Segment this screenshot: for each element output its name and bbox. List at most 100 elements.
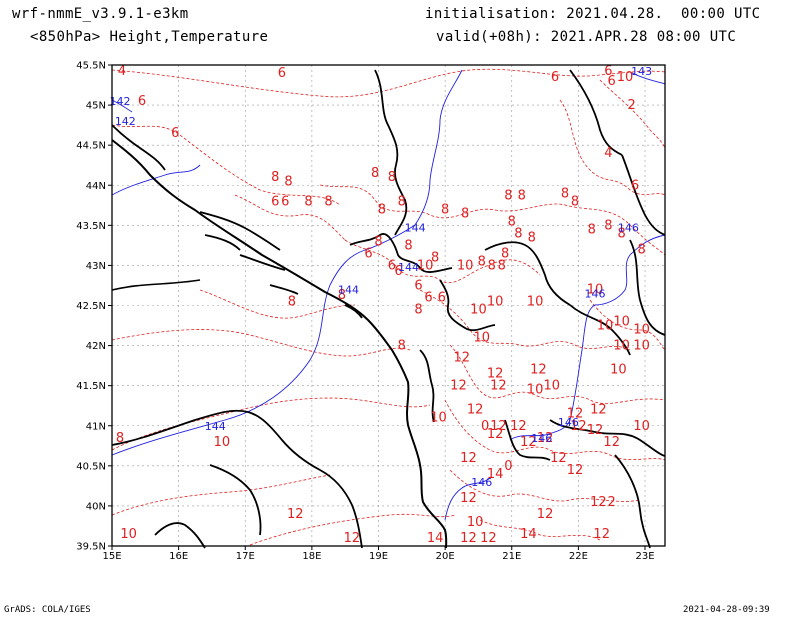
temperature-label: 6 [551,70,559,85]
temperature-label: 0 [481,419,489,434]
temperature-label: 10 [120,527,137,542]
height-contour-line [111,69,463,456]
temperature-label: 10 [467,515,484,530]
border [569,69,623,156]
temperature-contour-line [111,474,331,516]
temperature-label: 6 [364,246,372,261]
border [569,304,631,356]
border [439,279,496,332]
height-contours [111,69,666,521]
temperature-contour-line [111,329,411,357]
lat-tick-label: 44.5N [76,141,106,152]
temperature-label: 10 [474,331,491,346]
temperature-label: 12 [520,435,537,450]
temperature-label: 8 [501,246,509,261]
coastline [154,522,206,549]
temperature-label: 8 [338,288,346,303]
temperature-label: 12 [537,431,554,446]
height-contour-line [111,99,133,113]
coastline [204,234,241,251]
coastline [111,409,363,549]
temperature-label: 8 [504,189,512,204]
temperature-label: 6 [604,64,612,79]
longitude-axis: 15E 16E 17E 18E 19E 20E 21E 22E 23E [102,546,655,562]
temperature-label: 10 [597,319,614,334]
temperature-label: 10 [610,363,627,378]
temperature-label: 8 [588,222,596,237]
lon-tick-label: 16E [169,551,188,562]
temperature-label: 10 [527,383,544,398]
temperature-label: 8 [488,258,496,273]
temperature-label: 12 [590,403,607,418]
coastline [344,304,363,319]
temperature-label: 12 [460,451,477,466]
temperature-label: 12 [487,427,504,442]
height-label: 144 [405,222,426,235]
temperature-label: 12 [587,423,604,438]
temperature-label: 8 [388,170,396,185]
temperature-label: 6 [424,290,432,305]
temperature-label: 12 [537,507,554,522]
temperature-label: 6 [281,194,289,209]
temperature-label: 10 [487,295,504,310]
border [111,279,201,291]
graticule [111,64,665,547]
height-label: 146 [471,476,492,489]
border [419,349,435,423]
temperature-label: 12 [344,531,361,546]
latitude-axis: 45.5N 45N 44.5N 44N 43.5N 43N 42.5N 42N 41.5N 41N… [76,61,112,553]
footer-credit: GrADS: COLA/IGES [4,605,91,615]
height-contour-line [629,71,666,85]
coastline [111,139,448,549]
temperature-label: 6 [171,126,179,141]
temperature-contour-line [111,124,341,206]
height-contour-line [111,164,201,196]
height-label: 146 [585,287,606,300]
temperature-label: 0 [504,459,512,474]
temperature-label: 6 [278,66,286,81]
temperature-label: 10 [617,70,634,85]
temperature-label: 12 [570,419,587,434]
lon-tick-label: 15E [102,551,121,562]
temperature-label: 12 [287,507,304,522]
temperature-label: 12 [490,419,507,434]
border [549,419,666,457]
temperature-label: 8 [288,295,296,310]
temperature-label: 10 [470,303,487,318]
temperature-label: 12 [530,363,547,378]
temperature-contour-line [559,99,666,196]
temperature-label: 6 [394,264,402,279]
lat-tick-label: 42N [86,341,106,352]
temperature-label: 12 [454,351,471,366]
temperature-label: 8 [518,189,526,204]
lat-tick-label: 39.5N [76,542,106,553]
coastline [111,124,166,171]
border [621,154,666,236]
temperature-label: 8 [271,170,279,185]
temperature-label: 12 [460,531,477,546]
valid-time: valid(+08h): 2021.APR.28 08:00 UTC [436,29,737,45]
field-title: <850hPa> Height,Temperature [30,29,269,45]
height-label: 146 [531,432,552,445]
init-time: initialisation: 2021.04.28. 00:00 UTC [425,6,761,22]
temperature-label: 2 [628,98,636,113]
temperature-label: 8 [478,254,486,269]
temperature-label: 8 [378,202,386,217]
temperature-label: 8 [304,194,312,209]
temperature-label: 12 [590,495,607,510]
border [374,69,408,236]
temperature-contour-line [449,469,641,502]
temperature-label: 6 [631,178,639,193]
temperature-label: 8 [404,238,412,253]
temperature-label: 8 [371,166,379,181]
temperature-label: 8 [398,194,406,209]
temperature-label: 14 [520,527,537,542]
temperature-label: 2 [608,495,616,510]
temperature-label: 8 [514,226,522,241]
height-label: 142 [110,95,131,108]
lat-tick-label: 42.5N [76,301,106,312]
temperature-label: 14 [487,467,504,482]
height-label: 144 [338,283,359,296]
temperature-label: 10 [527,295,544,310]
